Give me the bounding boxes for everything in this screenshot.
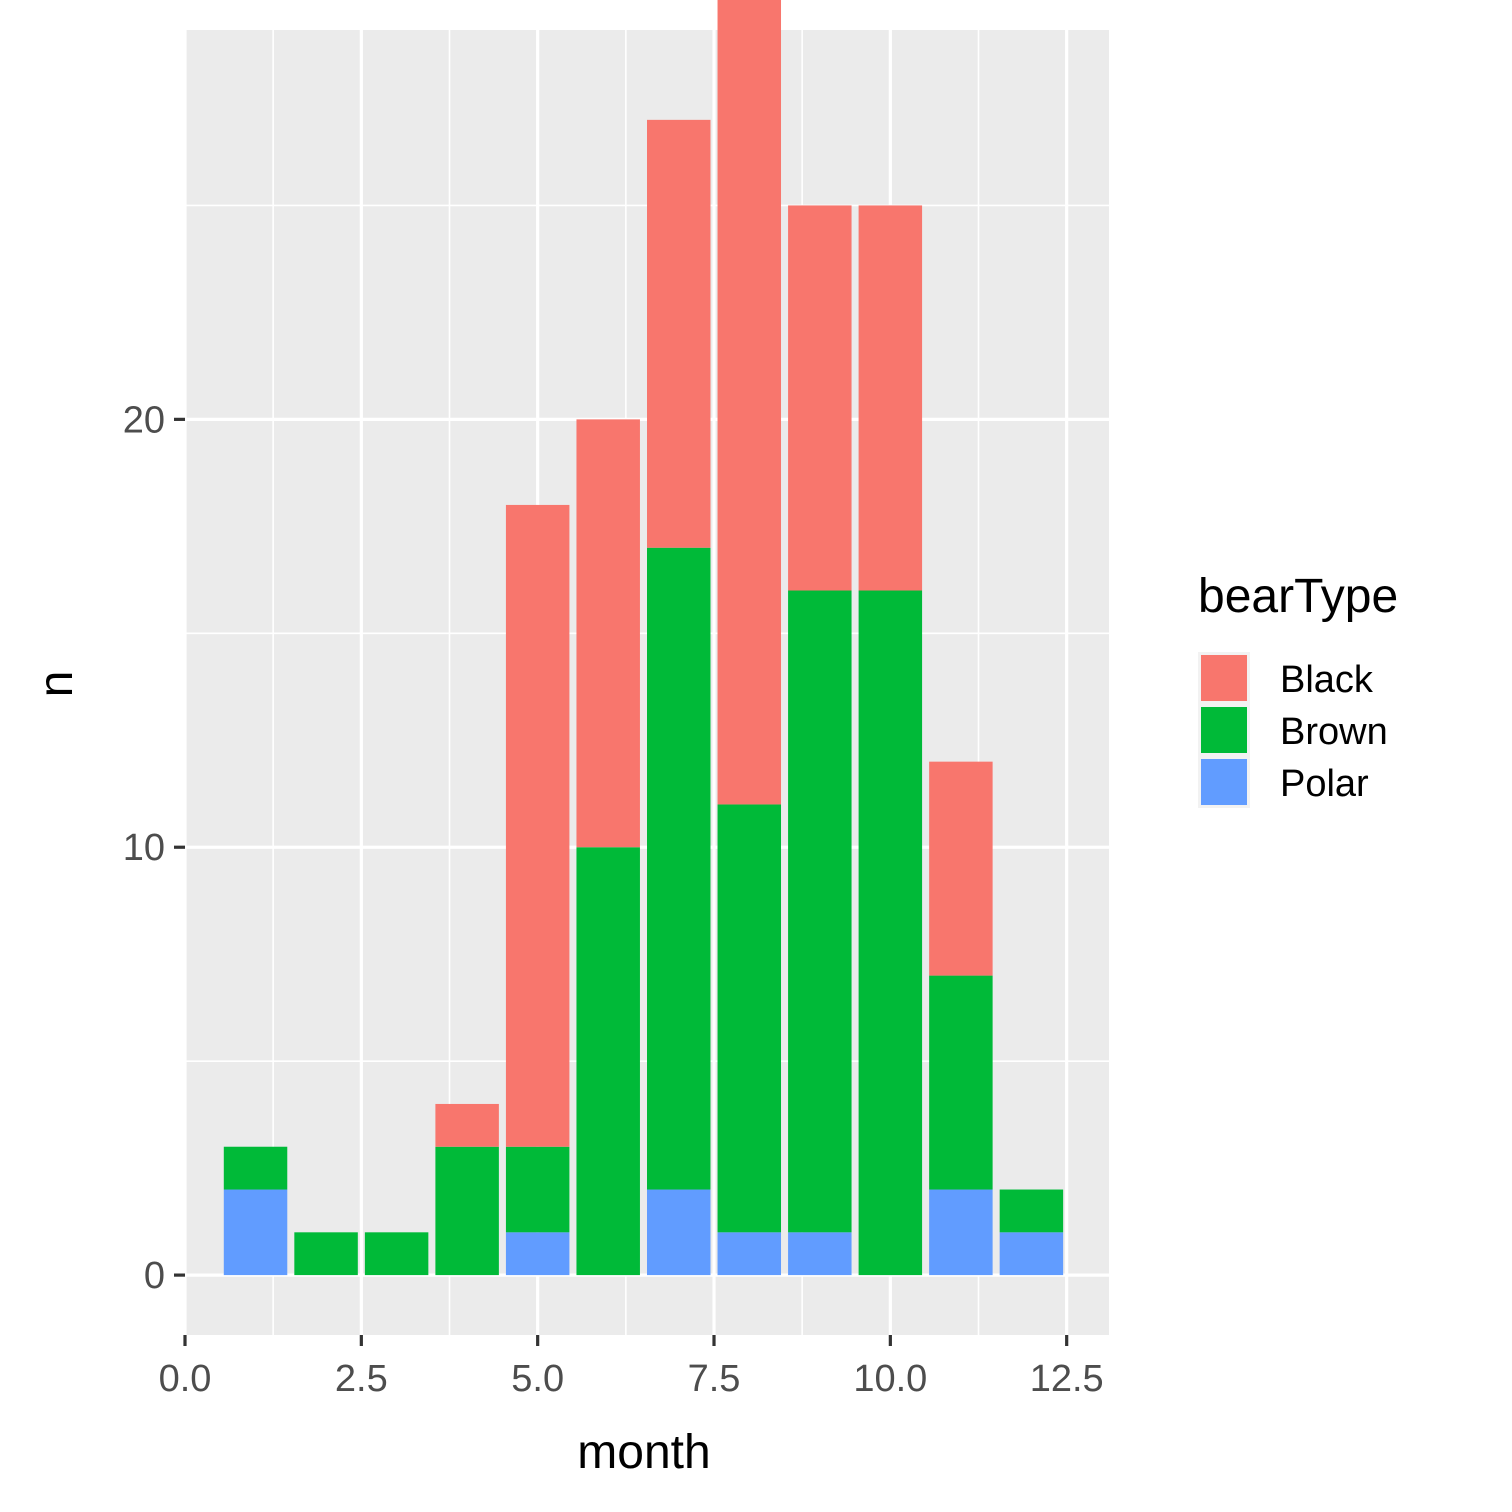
bar-brown-month-8 [717, 804, 782, 1233]
y-tick-label: 20 [123, 399, 165, 441]
bar-brown-month-10 [858, 590, 923, 1276]
bar-polar-month-11 [929, 1189, 993, 1276]
axes: 0.0 2.5 5.0 7.5 10.0 12.5 0 10 20 [123, 399, 1104, 1400]
y-tick-label: 10 [123, 827, 165, 869]
legend-swatch-black [1201, 655, 1247, 701]
bar-polar-month-5 [505, 1232, 570, 1276]
x-tick-label: 7.5 [688, 1358, 741, 1400]
legend: bearType Black Brown Polar [1198, 570, 1398, 808]
bar-polar-month-7 [647, 1189, 711, 1276]
bar-brown-month-4 [435, 1146, 499, 1276]
legend-label-brown: Brown [1280, 711, 1388, 753]
bar-brown-month-1 [223, 1146, 288, 1190]
bar-black-month-10 [858, 205, 923, 591]
legend-items: Black Brown Polar [1198, 652, 1388, 808]
legend-swatch-brown [1201, 707, 1247, 753]
y-axis-title: n [30, 671, 83, 698]
x-tick-label: 5.0 [511, 1358, 564, 1400]
bar-black-month-8 [717, 0, 782, 805]
x-tick-label: 0.0 [159, 1358, 212, 1400]
bar-black-month-4 [435, 1103, 499, 1147]
legend-swatch-polar [1201, 759, 1247, 805]
bar-brown-month-2 [294, 1232, 358, 1276]
x-tick-label: 2.5 [335, 1358, 388, 1400]
bar-brown-month-12 [999, 1189, 1064, 1233]
bar-brown-month-6 [576, 847, 640, 1276]
bar-brown-month-3 [364, 1232, 429, 1276]
legend-label-polar: Polar [1280, 763, 1369, 805]
bar-polar-month-12 [999, 1232, 1064, 1276]
legend-title: bearType [1198, 570, 1398, 623]
bars [223, 0, 1064, 1276]
bar-brown-month-7 [647, 547, 711, 1190]
bar-black-month-5 [505, 504, 570, 1147]
bar-polar-month-1 [223, 1189, 288, 1276]
bar-black-month-11 [929, 761, 993, 976]
bar-black-month-6 [576, 419, 640, 848]
bar-polar-month-8 [717, 1232, 782, 1276]
bar-polar-month-9 [788, 1232, 852, 1276]
legend-label-black: Black [1280, 659, 1374, 701]
bar-black-month-7 [647, 119, 711, 548]
x-axis-title: month [577, 1426, 710, 1479]
bar-brown-month-9 [788, 590, 852, 1233]
bar-black-month-9 [788, 205, 852, 591]
bar-brown-month-5 [505, 1146, 570, 1233]
y-tick-label: 0 [144, 1255, 165, 1297]
x-tick-label: 12.5 [1030, 1358, 1104, 1400]
x-tick-label: 10.0 [853, 1358, 927, 1400]
bar-brown-month-11 [929, 975, 993, 1190]
